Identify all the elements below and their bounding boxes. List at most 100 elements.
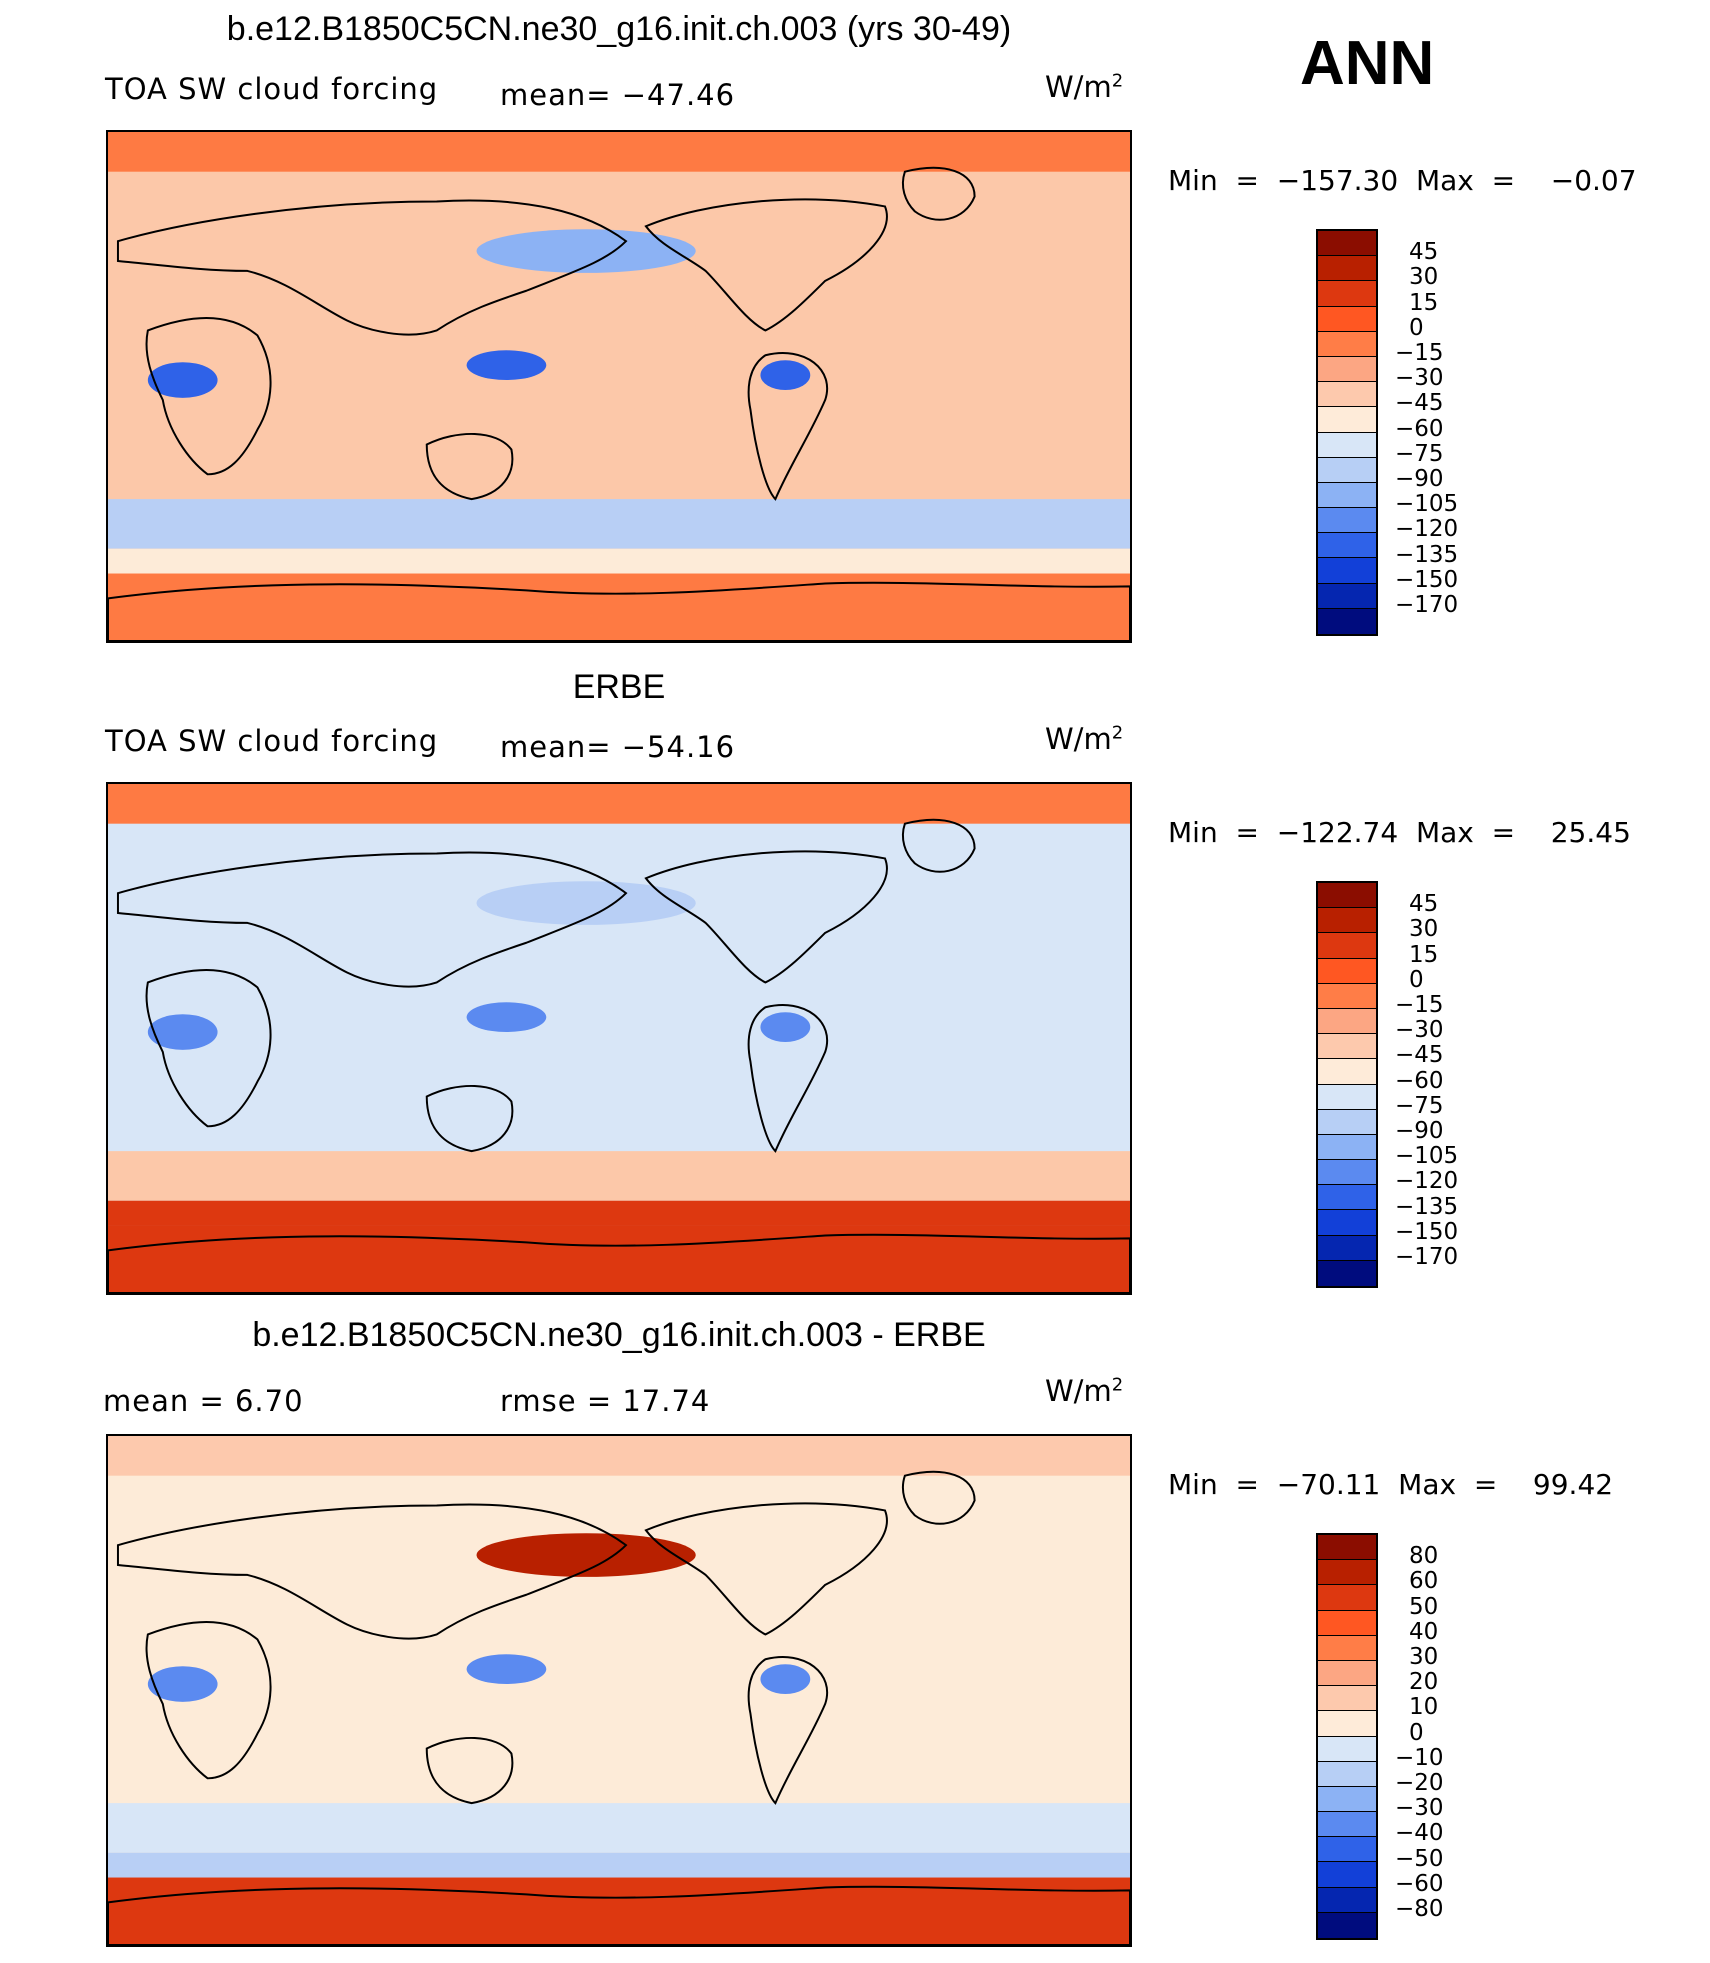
colorbar-tick-label: −75: [1395, 1092, 1444, 1119]
colorbar-tick-label: −135: [1395, 1193, 1459, 1220]
colorbar-tick-label: 15: [1409, 941, 1439, 968]
amazon-feature: [760, 360, 811, 390]
season-label: ANN: [1300, 29, 1435, 98]
colorbar-swatch: [1318, 1812, 1376, 1838]
colorbar-tick-label: 60: [1409, 1568, 1439, 1595]
colorbar-swatch: [1318, 331, 1376, 357]
colorbar-swatch: [1318, 1210, 1376, 1236]
south-pacific-feature: [616, 1046, 796, 1117]
coastline: [108, 581, 1130, 641]
colorbar-tick-label: −30: [1395, 1795, 1444, 1822]
panel-2-minmax: Min = −122.74 Max = 25.45: [1168, 816, 1631, 849]
panel-3-units: W/m2: [1045, 1374, 1124, 1408]
panel-1-left-label: TOA SW cloud forcing: [105, 72, 439, 106]
panel-2-mean: mean= −54.16: [500, 730, 736, 764]
colorbar-swatch: [1318, 908, 1376, 934]
colorbar-tick-label: 15: [1409, 289, 1439, 316]
colorbar-tick-label: 0: [1409, 1719, 1424, 1746]
coastline: [116, 1503, 628, 1640]
coastline: [644, 198, 888, 332]
coastline: [145, 317, 272, 476]
colorbar-swatch: [1318, 1635, 1376, 1661]
colorbar-tick-label: −20: [1395, 1770, 1444, 1796]
coastline: [425, 1085, 514, 1153]
coastline: [108, 1233, 1130, 1293]
colorbar-tick-label: −15: [1395, 340, 1444, 366]
colorbar-tick-label: 0: [1409, 314, 1424, 341]
colorbar-swatch: [1318, 281, 1376, 307]
colorbar-swatch: [1318, 1610, 1376, 1636]
colorbar-tick-label: −150: [1395, 566, 1459, 593]
colorbar-swatch: [1318, 1260, 1376, 1286]
colorbar-tick-label: −10: [1395, 1744, 1444, 1771]
arctic-band: [108, 784, 1130, 824]
maritime-continent-feature: [466, 350, 547, 381]
central-africa-feature: [147, 1014, 218, 1050]
colorbar-tick-label: −120: [1395, 516, 1459, 543]
panel-3-map: [106, 1434, 1132, 1947]
colorbar-swatch: [1318, 356, 1376, 383]
colorbar-tick-label: 20: [1409, 1669, 1439, 1696]
colorbar-swatch: [1318, 1109, 1376, 1135]
colorbar-swatch: [1318, 1660, 1376, 1687]
colorbar-tick-label: 10: [1409, 1694, 1439, 1721]
colorbar-tick-label: −60: [1395, 1870, 1444, 1897]
colorbar-swatch: [1318, 1008, 1376, 1035]
colorbar-swatch: [1318, 1235, 1376, 1261]
colorbar-swatch: [1318, 1761, 1376, 1787]
colorbar-swatch: [1318, 482, 1376, 509]
colorbar-tick-label: −80: [1395, 1896, 1444, 1922]
north-pacific-feature: [456, 1599, 696, 1660]
coastline: [145, 1621, 272, 1780]
panel-2-left-label: TOA SW cloud forcing: [105, 724, 439, 758]
colorbar-swatch: [1318, 1034, 1376, 1060]
panel-2-map-svg: [108, 784, 1130, 1293]
storm-track-band: [108, 1852, 1130, 1878]
colorbar-tick-label: −30: [1395, 1017, 1444, 1044]
colorbar-swatch: [1318, 1912, 1376, 1938]
coastline: [644, 850, 888, 984]
panel-3-mean: mean = 6.70: [103, 1384, 304, 1418]
colorbar-tick-label: −40: [1395, 1820, 1444, 1847]
arctic-band: [108, 132, 1130, 172]
colorbar-swatch: [1318, 1837, 1376, 1863]
colorbar-tick-label: 50: [1409, 1593, 1439, 1620]
colorbar-tick-label: −150: [1395, 1218, 1459, 1245]
amazon-feature: [760, 1012, 811, 1042]
colorbar-tick-label: 0: [1409, 966, 1424, 993]
colorbar-swatch: [1318, 407, 1376, 433]
arctic-band: [108, 1436, 1130, 1476]
storm-track-band: [108, 548, 1130, 574]
coastline: [747, 1656, 828, 1805]
panel-3-colorbar: [1316, 1533, 1378, 1940]
colorbar-tick-label: −50: [1395, 1845, 1444, 1872]
panel-1-minmax: Min = −157.30 Max = −0.07: [1168, 164, 1637, 197]
coastline: [901, 818, 976, 873]
central-africa-feature: [147, 1666, 218, 1702]
indian-ocean-feature: [267, 1684, 407, 1724]
indian-ocean-feature: [267, 1032, 407, 1072]
colorbar-swatch: [1318, 256, 1376, 282]
colorbar-tick-label: −105: [1395, 1143, 1459, 1170]
maritime-continent-feature: [466, 1002, 547, 1033]
coastline: [116, 851, 628, 988]
colorbar-swatch: [1318, 1084, 1376, 1110]
colorbar-swatch: [1318, 883, 1376, 909]
southern-ocean-band: [108, 1803, 1130, 1853]
colorbar-tick-label: 45: [1409, 239, 1439, 266]
colorbar-swatch: [1318, 1686, 1376, 1712]
coastline: [425, 433, 514, 501]
colorbar-tick-label: 45: [1409, 891, 1439, 918]
south-pacific-feature: [616, 1698, 796, 1769]
storm-track-band: [108, 1200, 1130, 1226]
north-pacific-storm-track: [476, 881, 696, 925]
colorbar-tick-label: −45: [1395, 1042, 1444, 1069]
colorbar-swatch: [1318, 1786, 1376, 1813]
panel-3-rmse: rmse = 17.74: [500, 1384, 711, 1418]
colorbar-tick-label: −15: [1395, 992, 1444, 1018]
colorbar-tick-label: −170: [1395, 592, 1459, 618]
coastline: [747, 1004, 828, 1153]
panel-2-map: [106, 782, 1132, 1295]
colorbar-swatch: [1318, 1160, 1376, 1186]
colorbar-swatch: [1318, 1560, 1376, 1586]
